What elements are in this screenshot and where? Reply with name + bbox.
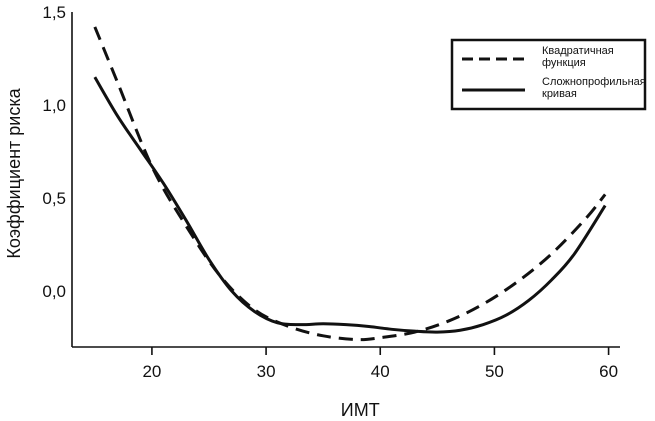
legend-label-1: Сложнопрофильная кривая: [542, 76, 646, 100]
series-line-complex: [93, 76, 607, 334]
x-tick-label-60: 60: [599, 362, 618, 381]
x-tick-label-20: 20: [142, 362, 161, 381]
axes: 20 30 40 50 60 0,0 0,5 1,0 1,5 ИМТ Коэффициент рис…: [4, 3, 620, 420]
y-tick-label-2: 1,0: [42, 96, 66, 115]
legend-label-0: Квадратичная функция: [542, 45, 614, 69]
legend-label-1-line-1: кривая: [542, 88, 577, 100]
y-axis-title: Коэффициент риска: [4, 87, 24, 258]
legend-label-1-line-0: Сложнопрофильная: [542, 76, 646, 88]
legend-label-0-line-1: функция: [542, 57, 586, 69]
y-tick-label-0: 0,0: [42, 282, 66, 301]
legend-box: [450, 38, 647, 111]
x-axis-title: ИМТ: [341, 400, 380, 420]
x-tick-label-30: 30: [257, 362, 276, 381]
series-layer: [93, 26, 607, 342]
x-tick-label-40: 40: [371, 362, 390, 381]
y-tick-label-1: 0,5: [42, 189, 66, 208]
x-tick-label-50: 50: [485, 362, 504, 381]
series-line-quadratic: [93, 26, 607, 342]
y-tick-label-3: 1,5: [42, 3, 66, 22]
legend: Квадратичная функция Сложнопрофильная крива…: [450, 38, 647, 111]
legend-label-0-line-0: Квадратичная: [542, 45, 614, 57]
